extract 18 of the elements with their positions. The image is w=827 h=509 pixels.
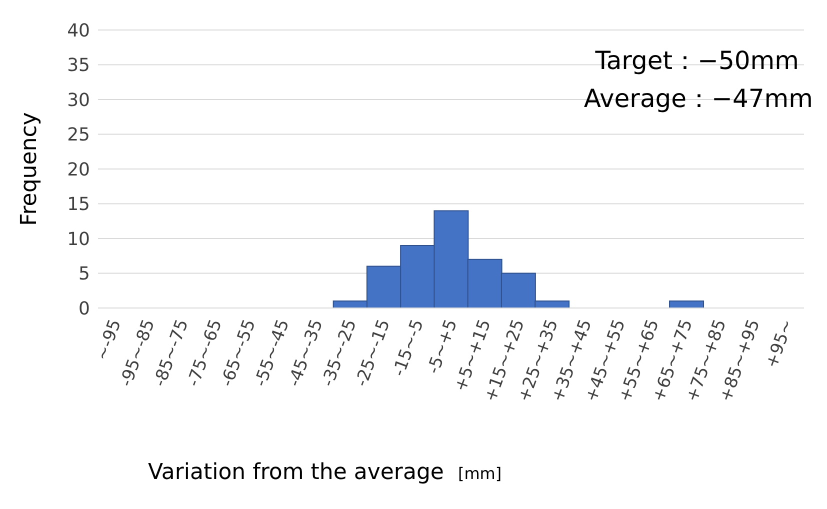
- y-tick-label: 25: [67, 124, 90, 146]
- y-tick-label: 10: [67, 228, 90, 250]
- y-tick-label: 20: [67, 159, 90, 180]
- x-tick-label: ~-95: [92, 316, 126, 364]
- x-tick-label: -15~-5: [389, 316, 428, 380]
- y-tick-label: 0: [78, 298, 90, 320]
- y-tick-label: 15: [67, 194, 90, 216]
- y-axis-title: Frequency: [16, 112, 42, 226]
- x-axis-title: Variation from the average: [148, 460, 444, 485]
- annotation: Average：−47mm: [584, 83, 813, 115]
- y-tick-label: 35: [67, 55, 90, 76]
- y-tick-label: 30: [67, 90, 90, 111]
- y-tick-label: 40: [67, 20, 90, 42]
- text: [mm]: [458, 464, 502, 483]
- x-tick-label: +95~: [762, 316, 798, 371]
- y-tick-label: 5: [78, 264, 90, 285]
- annotation: Target：−50mm: [595, 45, 799, 77]
- bar: [669, 300, 704, 308]
